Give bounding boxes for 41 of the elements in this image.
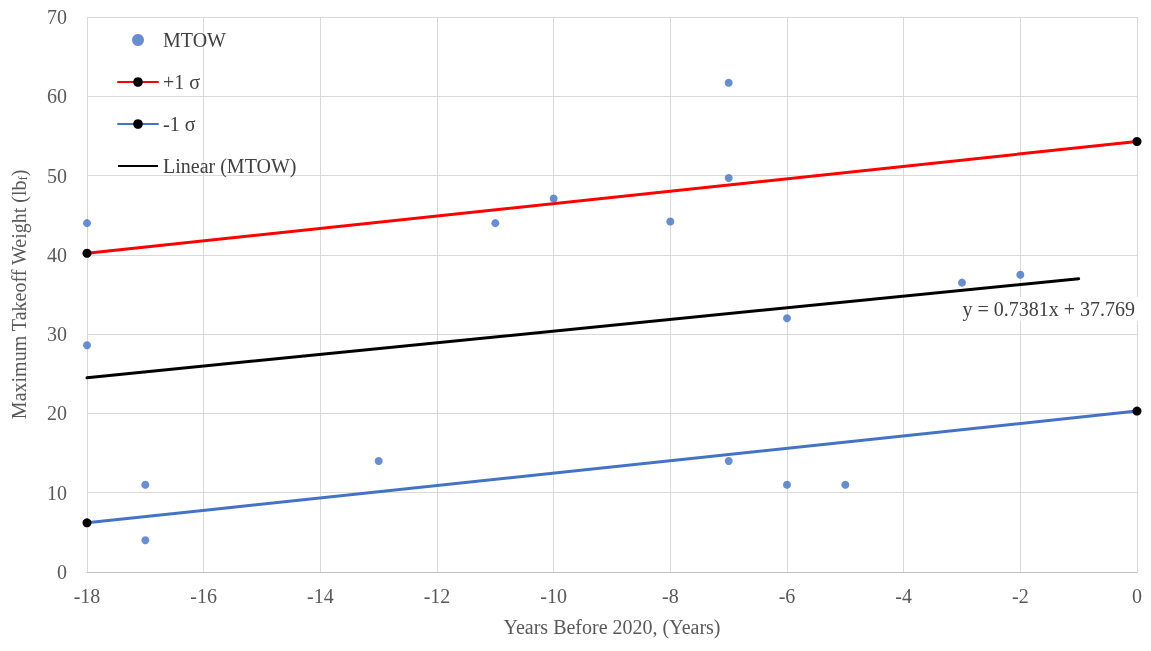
point [841,480,850,489]
legend-label: +1 σ [163,71,201,93]
y-tick-label: 10 [47,481,67,504]
point [549,194,558,203]
point [83,341,91,350]
y-tick-label: 20 [47,402,67,425]
x-tick-label: -18 [73,585,101,607]
x-tick-label: -2 [1012,585,1029,607]
x-tick-label: -10 [540,585,567,607]
legend-label: MTOW [163,29,227,51]
point [666,217,675,226]
y-axis-title: Maximum Takeoff Weight (lbf) [8,169,31,420]
x-tick-label: -4 [895,585,912,607]
y-tick-label: 40 [47,243,67,266]
y-tick-label: 30 [47,323,67,346]
point [958,278,966,287]
point [724,78,733,87]
x-tick-label: -16 [190,585,217,607]
y-tick-label: 70 [47,6,67,28]
x-tick-label: 0 [1132,585,1142,607]
legend-label: -1 σ [163,113,196,135]
point [141,480,150,489]
point [374,457,383,465]
x-tick-label: -8 [662,585,679,607]
point [491,219,500,228]
point [141,536,150,545]
point [783,314,791,323]
x-tick-label: -6 [778,585,796,607]
annotation: y = 0.7381x + 37.769 [962,298,1135,321]
y-tick-label: 0 [57,561,67,583]
point [724,457,733,465]
point [724,173,733,182]
point [1016,270,1025,279]
x-tick-label: -14 [307,585,334,607]
y-tick-label: 60 [47,85,67,108]
legend-label: Linear (MTOW) [163,155,297,178]
x-tick-label: -12 [423,585,451,607]
x-axis-title: Years Before 2020, (Years) [503,616,721,639]
y-tick-label: 50 [47,164,67,187]
point [783,480,791,489]
point [83,219,91,228]
